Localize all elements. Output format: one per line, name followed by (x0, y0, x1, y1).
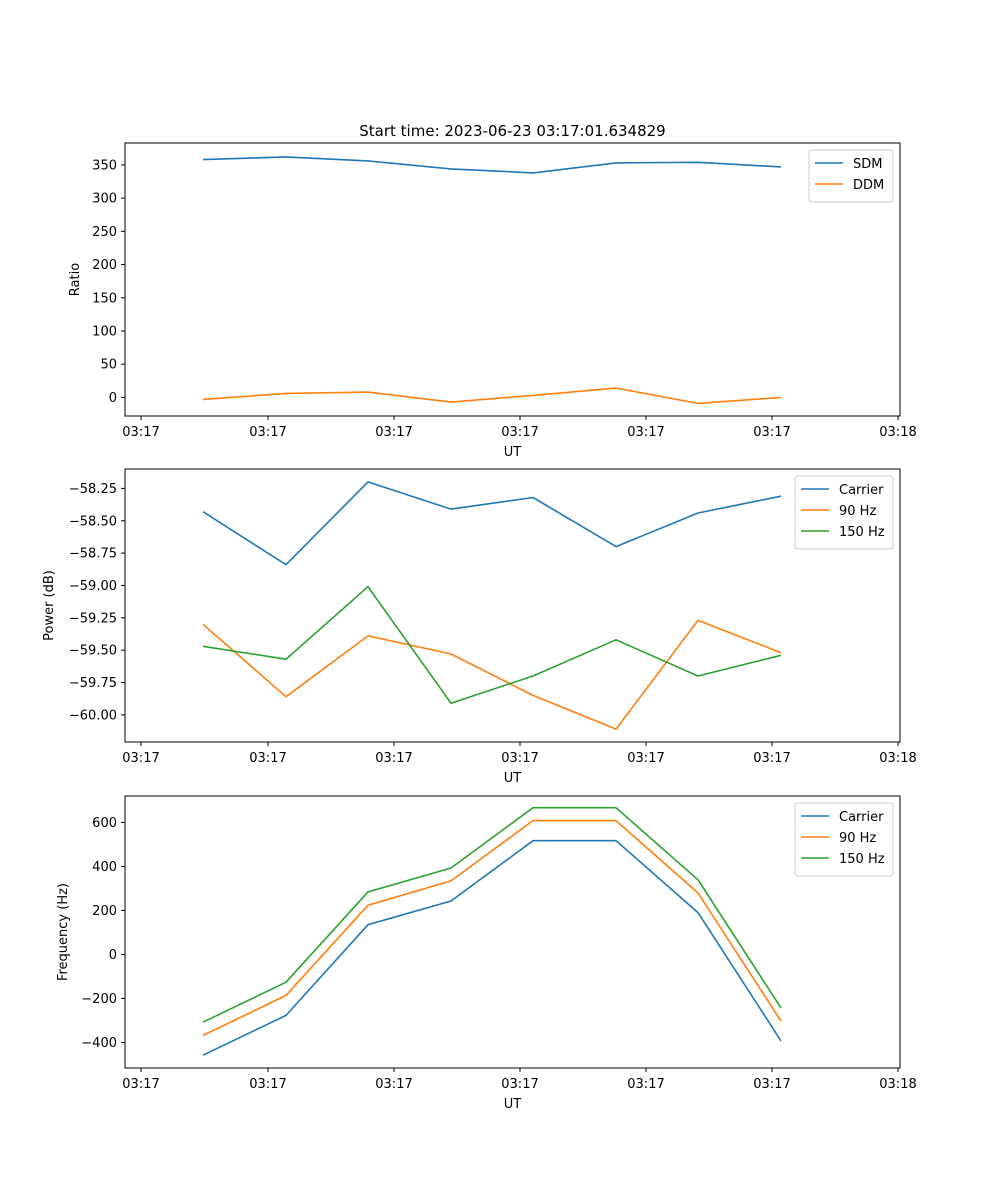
y-tick-label: −58.75 (69, 547, 117, 562)
y-tick-label: −59.50 (69, 644, 117, 659)
plot-frame (124, 142, 901, 417)
legend: Carrier 90 Hz 150 Hz (794, 475, 894, 550)
x-tick-label: 03:17 (375, 751, 412, 766)
x-axis-label: UT (504, 1097, 522, 1112)
plot-frame (124, 468, 901, 743)
x-tick-label: 03:17 (122, 1077, 159, 1092)
legend-label: 90 Hz (839, 504, 876, 519)
x-tick-label: 03:17 (501, 1077, 538, 1092)
y-tick-label: 350 (92, 158, 117, 173)
y-tick-label: 50 (100, 358, 117, 373)
series-line-sdm (202, 156, 782, 174)
x-tick-label: 03:17 (627, 1077, 664, 1092)
legend-label: SDM (853, 157, 882, 172)
x-tick-label: 03:17 (249, 751, 286, 766)
y-tick-label: −58.25 (69, 482, 117, 497)
x-tick-label: 03:18 (879, 751, 916, 766)
y-tick-label: 0 (109, 391, 117, 406)
x-tick-label: 03:17 (501, 425, 538, 440)
x-tick-label: 03:17 (627, 751, 664, 766)
y-tick-label: 600 (92, 816, 117, 831)
legend: Carrier 90 Hz 150 Hz (794, 802, 894, 877)
legend-label: DDM (853, 178, 884, 193)
series-line-carrier (202, 839, 782, 1056)
y-tick-label: −200 (81, 992, 117, 1007)
y-tick-label: 200 (92, 904, 117, 919)
y-axis-label: Frequency (Hz) (56, 883, 71, 981)
y-tick-label: −58.50 (69, 514, 117, 529)
x-tick-label: 03:17 (627, 425, 664, 440)
x-tick-label: 03:17 (249, 1077, 286, 1092)
y-tick-label: −59.25 (69, 611, 117, 626)
x-tick-label: 03:18 (879, 425, 916, 440)
y-tick-label: −400 (81, 1036, 117, 1051)
x-tick-label: 03:17 (122, 425, 159, 440)
y-axis-label: Power (dB) (42, 570, 57, 641)
legend-label: Carrier (839, 810, 884, 825)
y-tick-label: −60.00 (69, 708, 117, 723)
x-tick-label: 03:17 (375, 1077, 412, 1092)
x-axis-label: UT (504, 445, 522, 460)
legend-label: 150 Hz (839, 852, 885, 867)
x-tick-label: 03:17 (753, 751, 790, 766)
figure-title: Start time: 2023-06-23 03:17:01.634829 (359, 122, 665, 140)
y-tick-label: 250 (92, 225, 117, 240)
legend-label: 150 Hz (839, 525, 885, 540)
y-tick-label: 400 (92, 860, 117, 875)
y-tick-label: 300 (92, 192, 117, 207)
legend-label: Carrier (839, 483, 884, 498)
x-tick-label: 03:17 (501, 751, 538, 766)
series-line-150-hz (202, 585, 782, 705)
legend-label: 90 Hz (839, 831, 876, 846)
x-tick-label: 03:17 (122, 751, 159, 766)
ratio-panel: 03:17 03:17 03:17 03:17 03:17 03:17 03:18 UT 0 50… (68, 142, 917, 460)
x-axis-label: UT (504, 771, 522, 786)
x-tick-label: 03:17 (249, 425, 286, 440)
y-axis-label: Ratio (68, 263, 83, 296)
series-line-carrier (202, 481, 782, 566)
y-tick-label: 100 (92, 324, 117, 339)
x-tick-label: 03:17 (753, 1077, 790, 1092)
series-line-ddm (202, 387, 782, 405)
y-tick-label: −59.00 (69, 579, 117, 594)
y-tick-label: −59.75 (69, 676, 117, 691)
frequency-panel: 03:17 03:17 03:17 03:17 03:17 03:17 03:18 UT −40… (56, 795, 917, 1112)
legend: SDM DDM (808, 149, 894, 203)
x-tick-label: 03:17 (753, 425, 790, 440)
x-tick-label: 03:18 (879, 1077, 916, 1092)
y-tick-label: 200 (92, 258, 117, 273)
plot-frame (124, 795, 901, 1069)
series-line-150-hz (202, 806, 782, 1023)
y-tick-label: 0 (109, 948, 117, 963)
x-tick-label: 03:17 (375, 425, 412, 440)
power-panel: 03:17 03:17 03:17 03:17 03:17 03:17 03:18 UT −60… (42, 468, 917, 786)
series-line-90-hz (202, 819, 782, 1037)
y-tick-label: 150 (92, 291, 117, 306)
series-line-90-hz (202, 619, 782, 730)
